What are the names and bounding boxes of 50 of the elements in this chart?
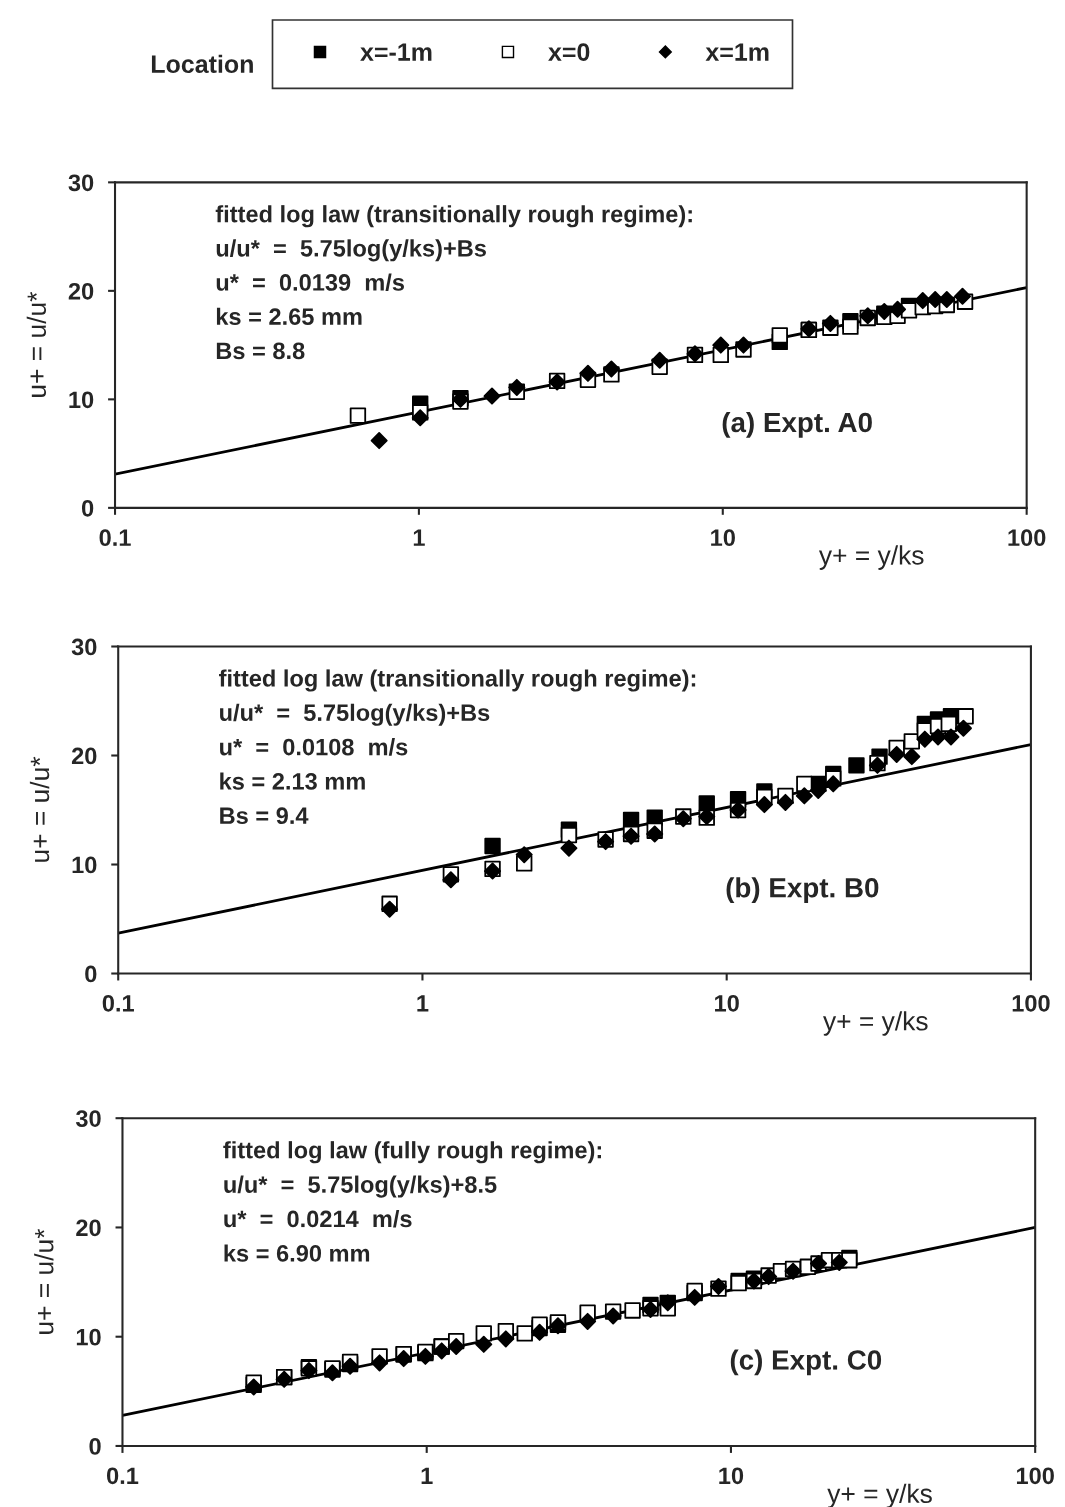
annotation: u* = 0.0139 m/s [216, 273, 404, 292]
annotation: ks = 2.65 mm [216, 307, 362, 326]
x-tick-label: 1 [413, 529, 425, 546]
x-axis-title: y+ = y/ks [818, 545, 924, 570]
x-tick-label: 1 [417, 995, 429, 1012]
x-tick-label: 0.1 [107, 1467, 139, 1485]
x-axis-title: y+ = y/ks [823, 1011, 928, 1036]
legend-title: Location [151, 54, 253, 74]
x-tick-label: 100 [1012, 994, 1050, 1012]
annotation: u/u* = 5.75log(y/ks)+Bs [216, 239, 486, 262]
annotation: ks = 6.90 mm [224, 1244, 370, 1262]
x-tick-label: 100 [1008, 529, 1046, 547]
annotation: Bs = 8.8 [216, 342, 305, 360]
y-tick-label: 30 [71, 638, 97, 656]
x-tick-label: 10 [711, 529, 735, 547]
y-tick-label: 0 [85, 965, 97, 983]
y-tick-label: 20 [68, 282, 94, 300]
annotation: u* = 0.0108 m/s [220, 738, 408, 756]
annotation: u* = 0.0214 m/s [224, 1209, 412, 1228]
x-tick-label: 1 [421, 1467, 433, 1484]
annotation: (a) Expt. A0 [722, 411, 872, 438]
annotation: u/u* = 5.75log(y/ks)+Bs [220, 703, 490, 726]
annotation: Bs = 9.4 [220, 807, 309, 825]
y-tick-label: 10 [76, 1328, 101, 1346]
y-tick-label: 20 [76, 1219, 101, 1237]
x-tick-label: 10 [719, 1467, 744, 1485]
y-tick-label: 10 [69, 391, 94, 409]
y-axis-title: u+ = u/u* [29, 756, 50, 862]
legend-label: x=-1m [360, 43, 432, 61]
x-tick-label: 0.1 [99, 529, 131, 547]
annotation: (c) Expt. C0 [730, 1349, 882, 1376]
legend-label: x=1m [705, 43, 769, 61]
y-axis-title: u+ = u/u* [26, 291, 47, 397]
annotation: fitted log law (fully rough regime): [223, 1141, 601, 1164]
y-tick-label: 0 [89, 1438, 101, 1455]
annotation: ks = 2.13 mm [220, 772, 365, 790]
annotation: fitted log law (transitionally rough regime): [219, 669, 696, 692]
y-tick-label: 0 [81, 499, 94, 517]
annotation: fitted log law (transitionally rough regime): [215, 205, 692, 228]
legend-label: x=0 [548, 43, 590, 61]
y-axis-title: u+ = u/u* [34, 1228, 54, 1334]
y-tick-label: 20 [71, 747, 97, 765]
annotation: u/u* = 5.75log(y/ks)+8.5 [224, 1175, 497, 1198]
y-tick-label: 10 [72, 856, 97, 874]
annotation: (b) Expt. B0 [726, 877, 879, 904]
y-tick-label: 30 [68, 174, 94, 192]
x-tick-label: 0.1 [102, 994, 134, 1012]
x-tick-label: 100 [1016, 1467, 1054, 1485]
y-tick-label: 30 [75, 1110, 101, 1128]
x-tick-label: 10 [715, 994, 739, 1012]
